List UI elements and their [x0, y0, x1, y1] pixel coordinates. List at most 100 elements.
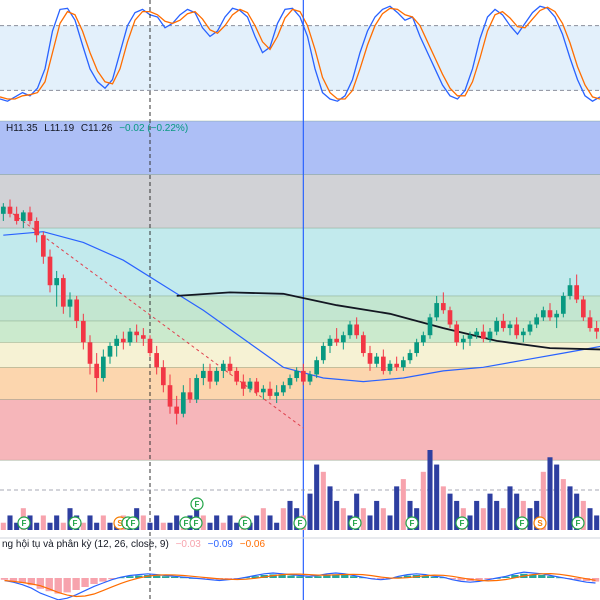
volume-bar: [360, 508, 366, 530]
volume-bar: [374, 500, 380, 530]
macd-histogram-bar: [573, 578, 582, 580]
candle-body: [461, 338, 466, 343]
candle-body: [154, 353, 159, 368]
candle-body: [321, 345, 326, 361]
volume-bar: [254, 515, 260, 530]
volume-bar: [207, 522, 213, 530]
candle-body: [421, 335, 426, 343]
volume-bar: [367, 515, 373, 530]
event-marker-circle: [293, 516, 307, 530]
candle-body: [594, 328, 599, 332]
event-marker-circle: [571, 516, 585, 530]
candle-body: [274, 392, 279, 396]
macd-value-3: −0.06: [240, 539, 266, 550]
macd-histogram-bar: [421, 575, 430, 578]
volume-bar: [307, 493, 313, 530]
candle-body: [61, 278, 66, 307]
macd-histogram-bar: [0, 578, 9, 580]
candle-body: [87, 342, 93, 364]
macd-value-2: −0.09: [208, 539, 234, 550]
volume-bar: [560, 479, 566, 530]
moving-average-line: [3, 231, 600, 383]
volume-bar: [214, 515, 220, 530]
candle-body: [114, 338, 119, 346]
candle-body: [301, 370, 306, 382]
volume-bar: [267, 515, 273, 530]
candle-body: [187, 392, 193, 400]
macd-histogram-bar: [63, 578, 71, 593]
candle-body: [434, 303, 439, 318]
volume-bar: [494, 500, 500, 530]
volume-bar: [507, 486, 513, 530]
candle-body: [361, 335, 366, 354]
event-marker-letter: S: [537, 519, 543, 528]
candle-body: [501, 320, 506, 329]
volume-bar: [274, 522, 280, 530]
event-marker-circle: [405, 516, 419, 530]
macd-histogram-bar: [45, 578, 53, 592]
volume-bar: [594, 515, 600, 530]
volume-bar: [407, 500, 413, 530]
candle-body: [281, 385, 286, 393]
volume-bar: [94, 522, 100, 530]
volume-bar: [427, 450, 433, 530]
candle-body: [134, 331, 139, 336]
candle-body: [507, 324, 513, 329]
macd-histogram-bar: [278, 575, 286, 578]
fib-zone: [0, 367, 600, 400]
macd-header: ng hội tụ và phân kỳ (12, 26, close, 9) …: [2, 539, 265, 550]
candle-body: [527, 324, 533, 332]
macd-histogram-bar: [81, 578, 89, 587]
candle-body: [367, 353, 373, 364]
candle-body: [541, 310, 546, 318]
candle-body: [587, 317, 593, 329]
macd-histogram-bar: [547, 576, 555, 578]
candle-body: [214, 370, 219, 382]
candle-body: [254, 381, 259, 393]
volume-bar: [314, 464, 320, 530]
macd-histogram-bar: [430, 576, 439, 578]
macd-histogram-bar: [251, 576, 259, 578]
event-marker-letter: F: [353, 519, 358, 528]
candle-body: [167, 385, 173, 407]
event-marker-letter: F: [298, 519, 303, 528]
macd-histogram-bar: [305, 576, 313, 578]
macd-histogram-bar: [153, 575, 161, 578]
macd-histogram-bar: [376, 578, 385, 580]
candle-body: [441, 303, 446, 311]
ohlc-change: −0.02 (−0.22%): [119, 123, 188, 134]
macd-histogram-bar: [18, 578, 27, 583]
volume-bar: [280, 508, 286, 530]
stochastic-panel: [0, 5, 600, 102]
volume-bar: [440, 486, 446, 530]
macd-histogram-bar: [538, 575, 546, 578]
candle-body: [247, 381, 253, 389]
candle-body: [294, 370, 299, 379]
event-marker-circle: [348, 516, 362, 530]
macd-histogram-bar: [27, 578, 36, 586]
volume-bar: [400, 479, 406, 530]
macd-histogram-bar: [529, 574, 537, 578]
macd-histogram-bar: [170, 576, 179, 578]
macd-line: [4, 571, 596, 600]
macd-value-1: −0.03: [176, 539, 202, 550]
candle-body: [174, 406, 179, 414]
event-marker-letter: F: [22, 519, 27, 528]
volume-bar: [540, 471, 546, 530]
volume-bar: [467, 515, 473, 530]
candle-body: [27, 212, 33, 221]
candle-body: [314, 360, 319, 375]
macd-histogram-bar: [9, 578, 18, 581]
candle-body: [567, 285, 573, 296]
candle-body: [341, 335, 346, 343]
volume-bar: [87, 515, 93, 530]
volume-bar: [160, 522, 166, 530]
fib-zone: [0, 295, 600, 321]
candle-body: [381, 356, 386, 371]
volume-bar: [0, 522, 6, 530]
macd-label: ng hội tụ và phân kỳ (12, 26, close, 9): [2, 539, 169, 550]
macd-histogram-bar: [287, 575, 295, 578]
event-marker-circle: [189, 516, 203, 530]
stoch-line-d: [0, 6, 600, 100]
event-marker-letter: F: [184, 519, 189, 528]
